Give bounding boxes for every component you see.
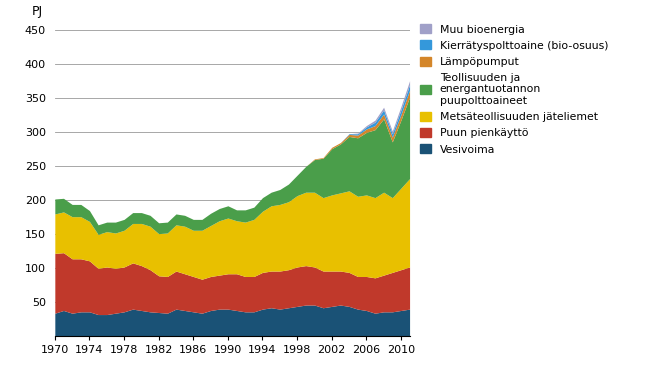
Legend: Muu bioenergia, Kierrätyspolttoaine (bio-osuus), Lämpöpumput, Teollisuuden ja
en: Muu bioenergia, Kierrätyspolttoaine (bio… <box>421 24 608 155</box>
Text: PJ: PJ <box>32 5 43 18</box>
